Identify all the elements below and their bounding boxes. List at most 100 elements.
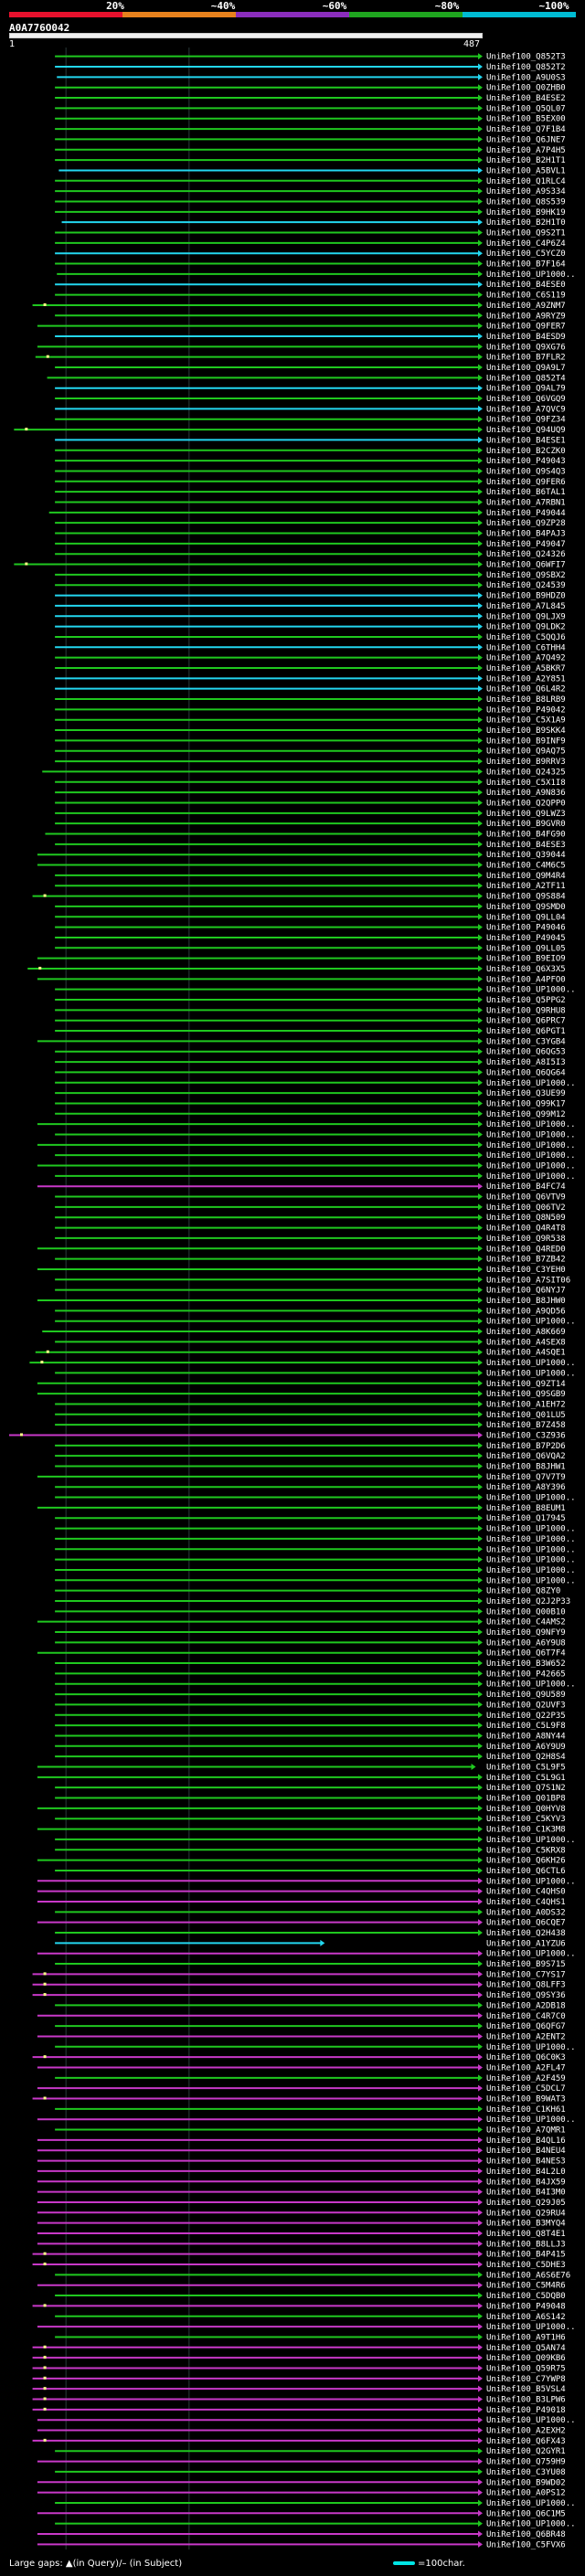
hit-row[interactable]: UniRef100_Q6VGQ9 <box>55 395 566 404</box>
hit-row[interactable]: UniRef100_UP1000.. <box>37 1141 576 1150</box>
hit-label[interactable]: UniRef100_Q6VTV9 <box>486 1193 566 1203</box>
hit-label[interactable]: UniRef100_C4M6C5 <box>486 862 566 871</box>
hit-label[interactable]: UniRef100_Q6X3X5 <box>486 965 566 974</box>
hit-label[interactable]: UniRef100_A9S334 <box>486 187 566 196</box>
hit-row[interactable]: UniRef100_Q7F1B4 <box>55 125 566 134</box>
hit-row[interactable]: UniRef100_UP1000.. <box>55 1318 576 1327</box>
hit-label[interactable]: UniRef100_C5L9F5 <box>486 1763 566 1772</box>
hit-row[interactable]: UniRef100_Q9U589 <box>55 1691 566 1700</box>
hit-row[interactable]: UniRef100_A2F459 <box>55 2074 566 2083</box>
hit-label[interactable]: UniRef100_B9RRV3 <box>486 758 566 767</box>
hit-label[interactable]: UniRef100_A2F459 <box>486 2074 566 2083</box>
hit-label[interactable]: UniRef100_UP1000.. <box>486 1079 576 1088</box>
hit-label[interactable]: UniRef100_B5EX00 <box>486 115 566 124</box>
hit-label[interactable]: UniRef100_Q9LL05 <box>486 944 566 953</box>
hit-label[interactable]: UniRef100_Q9FZ34 <box>486 416 566 425</box>
hit-row[interactable]: UniRef100_Q9SY36 <box>32 1991 566 2000</box>
hit-row[interactable]: UniRef100_Q3UE99 <box>55 1089 566 1098</box>
hit-label[interactable]: UniRef100_Q6FX43 <box>486 2437 566 2446</box>
hit-row[interactable]: UniRef100_B8EUM1 <box>37 1504 566 1513</box>
hit-label[interactable]: UniRef100_Q9XG76 <box>486 343 566 352</box>
hit-label[interactable]: UniRef100_Q59R75 <box>486 2364 566 2373</box>
hit-row[interactable]: UniRef100_A0DS32 <box>55 1908 566 1917</box>
hit-row[interactable]: UniRef100_B9HDZ0 <box>55 592 566 601</box>
hit-label[interactable]: UniRef100_C6S119 <box>486 292 566 301</box>
hit-label[interactable]: UniRef100_A8Y396 <box>486 1483 566 1492</box>
hit-label[interactable]: UniRef100_C5KYV3 <box>486 1815 566 1824</box>
hit-label[interactable]: UniRef100_UP1000.. <box>486 2520 576 2529</box>
hit-label[interactable]: UniRef100_Q6PGT1 <box>486 1027 566 1036</box>
hit-row[interactable]: UniRef100_Q852T2 <box>55 63 566 72</box>
hit-row[interactable]: UniRef100_C5L9F5 <box>37 1763 566 1772</box>
hit-row[interactable]: UniRef100_C1KH61 <box>55 2105 566 2115</box>
hit-row[interactable]: UniRef100_C5DQB0 <box>55 2292 566 2301</box>
hit-label[interactable]: UniRef100_Q852T2 <box>486 63 566 72</box>
hit-label[interactable]: UniRef100_P49045 <box>486 934 566 943</box>
hit-label[interactable]: UniRef100_A7P4H5 <box>486 146 566 155</box>
hit-row[interactable]: UniRef100_C4M6C5 <box>37 862 566 871</box>
hit-label[interactable]: UniRef100_B3MYQ4 <box>486 2220 566 2229</box>
hit-label[interactable]: UniRef100_Q2QPP0 <box>486 799 566 808</box>
hit-row[interactable]: UniRef100_P49048 <box>32 2302 566 2311</box>
hit-row[interactable]: UniRef100_C5KRX8 <box>55 1846 566 1855</box>
hit-row[interactable]: UniRef100_UP1000.. <box>55 1545 576 1554</box>
hit-row[interactable]: UniRef100_Q06TV2 <box>55 1203 566 1213</box>
hit-row[interactable]: UniRef100_UP1000.. <box>55 2520 576 2529</box>
hit-label[interactable]: UniRef100_Q6C1M5 <box>486 2509 566 2518</box>
hit-label[interactable]: UniRef100_A2DB18 <box>486 2001 566 2010</box>
hit-label[interactable]: UniRef100_Q5PPG2 <box>486 996 566 1005</box>
hit-row[interactable]: UniRef100_A5BKR7 <box>55 664 566 673</box>
hit-label[interactable]: UniRef100_Q8T4E1 <box>486 2230 566 2239</box>
hit-row[interactable]: UniRef100_Q5QL07 <box>55 104 566 113</box>
hit-row[interactable]: UniRef100_A4SEX8 <box>55 1338 566 1347</box>
hit-row[interactable]: UniRef100_B8JHW1 <box>55 1463 566 1472</box>
hit-row[interactable]: UniRef100_Q9RHU8 <box>55 1006 566 1015</box>
hit-label[interactable]: UniRef100_Q6CQE7 <box>486 1919 566 1928</box>
hit-row[interactable]: UniRef100_UP1000.. <box>55 1566 576 1575</box>
hit-label[interactable]: UniRef100_C4P6Z4 <box>486 239 566 249</box>
hit-row[interactable]: UniRef100_A8I5I3 <box>55 1058 566 1067</box>
hit-label[interactable]: UniRef100_UP1000.. <box>486 1950 576 1959</box>
hit-row[interactable]: UniRef100_B9RRV3 <box>55 758 566 767</box>
hit-label[interactable]: UniRef100_UP1000.. <box>486 1141 576 1150</box>
hit-label[interactable]: UniRef100_Q9AQ75 <box>486 747 566 757</box>
hit-label[interactable]: UniRef100_UP1000.. <box>486 1545 576 1554</box>
hit-label[interactable]: UniRef100_B4FC74 <box>486 1182 566 1192</box>
hit-row[interactable]: UniRef100_Q6BR48 <box>37 2530 566 2539</box>
hit-row[interactable]: UniRef100_Q8N509 <box>55 1214 566 1223</box>
hit-row[interactable]: UniRef100_Q9SBX2 <box>55 571 566 580</box>
hit-label[interactable]: UniRef100_B4NES3 <box>486 2157 566 2167</box>
hit-row[interactable]: UniRef100_Q2UVF3 <box>55 1701 566 1710</box>
hit-label[interactable]: UniRef100_B4QL16 <box>486 2136 566 2146</box>
hit-row[interactable]: UniRef100_UP1000.. <box>37 2323 576 2332</box>
hit-label[interactable]: UniRef100_Q5QL07 <box>486 104 566 113</box>
hit-row[interactable]: UniRef100_Q6C0K3 <box>32 2053 566 2062</box>
hit-label[interactable]: UniRef100_A7Q492 <box>486 654 566 663</box>
hit-row[interactable]: UniRef100_UP1000.. <box>55 1369 576 1378</box>
hit-row[interactable]: UniRef100_Q9XG76 <box>37 343 566 352</box>
hit-label[interactable]: UniRef100_A8NY44 <box>486 1732 566 1741</box>
hit-label[interactable]: UniRef100_Q7F1B4 <box>486 125 566 134</box>
hit-label[interactable]: UniRef100_Q01BP8 <box>486 1795 566 1804</box>
hit-label[interactable]: UniRef100_C7YS17 <box>486 1970 566 1979</box>
hit-row[interactable]: UniRef100_Q9ZT14 <box>37 1380 566 1389</box>
hit-row[interactable]: UniRef100_Q17945 <box>55 1514 566 1523</box>
hit-row[interactable]: UniRef100_UP1000.. <box>55 1494 576 1503</box>
hit-label[interactable]: UniRef100_A9U0S3 <box>486 73 566 82</box>
hit-label[interactable]: UniRef100_C5DHE3 <box>486 2261 566 2270</box>
hit-row[interactable]: UniRef100_UP1000.. <box>55 1079 576 1088</box>
hit-label[interactable]: UniRef100_Q6NYJ7 <box>486 1287 566 1296</box>
hit-row[interactable]: UniRef100_UP1000.. <box>55 1535 576 1544</box>
hit-label[interactable]: UniRef100_A9ZNM7 <box>486 302 566 311</box>
hit-row[interactable]: UniRef100_Q5AN74 <box>32 2344 566 2353</box>
hit-row[interactable]: UniRef100_Q2QPP0 <box>55 799 566 808</box>
hit-row[interactable]: UniRef100_UP1000.. <box>55 1576 576 1585</box>
hit-row[interactable]: UniRef100_C5DHE3 <box>32 2261 566 2270</box>
hit-row[interactable]: UniRef100_Q852T3 <box>55 53 566 62</box>
hit-label[interactable]: UniRef100_A7QVC9 <box>486 405 566 414</box>
hit-label[interactable]: UniRef100_P49018 <box>486 2406 566 2415</box>
hit-label[interactable]: UniRef100_Q4RED0 <box>486 1245 566 1254</box>
hit-row[interactable]: UniRef100_C4P6Z4 <box>55 239 566 249</box>
hit-row[interactable]: UniRef100_B4I3M0 <box>37 2189 566 2198</box>
hit-label[interactable]: UniRef100_Q0ZHB0 <box>486 84 566 93</box>
